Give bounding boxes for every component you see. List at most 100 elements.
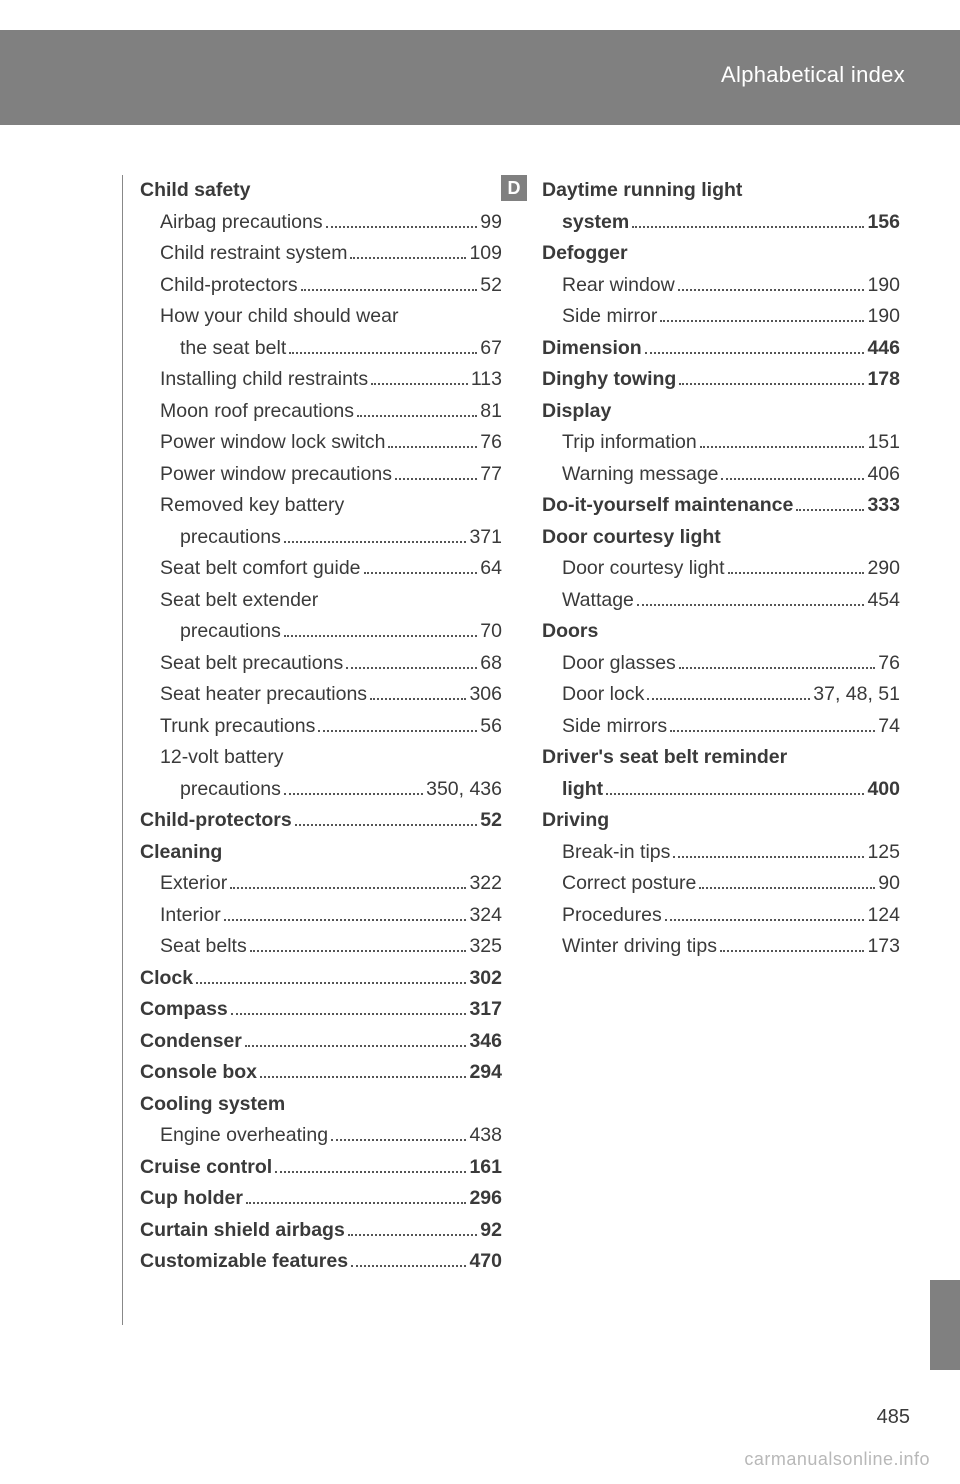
index-row: Do-it-yourself maintenance333 xyxy=(542,490,900,522)
index-label: Driving xyxy=(542,805,609,837)
index-label: Driver's seat belt reminder xyxy=(542,742,787,774)
index-row: 12-volt battery xyxy=(140,742,502,774)
leader-dots xyxy=(318,730,477,732)
index-page: 37, 48, 51 xyxy=(813,679,900,711)
index-label: Child safety xyxy=(140,175,251,207)
leader-dots xyxy=(371,383,468,385)
index-page: 290 xyxy=(867,553,900,585)
index-label: Curtain shield airbags xyxy=(140,1215,345,1247)
leader-dots xyxy=(357,415,477,417)
index-row: Seat belt precautions68 xyxy=(140,648,502,680)
index-label: Door courtesy light xyxy=(542,522,721,554)
leader-dots xyxy=(364,572,478,574)
index-columns: Child safetyAirbag precautions99Child re… xyxy=(124,175,914,1278)
index-page: 81 xyxy=(480,396,502,428)
leader-dots xyxy=(645,352,865,354)
index-page: 296 xyxy=(469,1183,502,1215)
index-row: the seat belt67 xyxy=(140,333,502,365)
leader-dots xyxy=(721,478,864,480)
column-rule xyxy=(122,175,123,1325)
index-label: Door glasses xyxy=(562,648,676,680)
left-column: Child safetyAirbag precautions99Child re… xyxy=(124,175,502,1278)
index-row: Seat belt extender xyxy=(140,585,502,617)
index-row: Seat belts325 xyxy=(140,931,502,963)
leader-dots xyxy=(660,320,864,322)
index-label: Dimension xyxy=(542,333,642,365)
index-row: Cruise control161 xyxy=(140,1152,502,1184)
leader-dots xyxy=(351,1265,466,1267)
index-label: Door courtesy light xyxy=(562,553,725,585)
leader-dots xyxy=(632,226,864,228)
index-label: Cooling system xyxy=(140,1089,285,1121)
index-label: Power window precautions xyxy=(160,459,392,491)
right-column: Daytime running lightsystem156DefoggerRe… xyxy=(502,175,900,1278)
index-label: Procedures xyxy=(562,900,662,932)
index-label: Defogger xyxy=(542,238,628,270)
index-row: Side mirror190 xyxy=(542,301,900,333)
index-page: 76 xyxy=(878,648,900,680)
index-label: Airbag precautions xyxy=(160,207,323,239)
index-label: Break-in tips xyxy=(562,837,670,869)
index-row: precautions371 xyxy=(140,522,502,554)
index-page: 470 xyxy=(469,1246,502,1278)
index-row: Child restraint system109 xyxy=(140,238,502,270)
index-label: Side mirror xyxy=(562,301,657,333)
index-row: Engine overheating 438 xyxy=(140,1120,502,1152)
index-row: Moon roof precautions 81 xyxy=(140,396,502,428)
index-row: Child-protectors52 xyxy=(140,805,502,837)
index-label: Doors xyxy=(542,616,598,648)
index-page: 346 xyxy=(469,1026,502,1058)
index-page: 190 xyxy=(867,270,900,302)
index-label: Child restraint system xyxy=(160,238,347,270)
index-page: 371 xyxy=(469,522,502,554)
leader-dots xyxy=(348,1234,477,1236)
index-row: precautions70 xyxy=(140,616,502,648)
index-page: 64 xyxy=(480,553,502,585)
leader-dots xyxy=(246,1202,467,1204)
index-page: 125 xyxy=(867,837,900,869)
leader-dots xyxy=(284,793,423,795)
leader-dots xyxy=(230,887,466,889)
index-row: precautions350, 436 xyxy=(140,774,502,806)
index-row: Exterior322 xyxy=(140,868,502,900)
leader-dots xyxy=(326,226,478,228)
index-row: Door courtesy light 290 xyxy=(542,553,900,585)
index-page: 52 xyxy=(480,270,502,302)
leader-dots xyxy=(284,541,467,543)
leader-dots xyxy=(679,383,864,385)
leader-dots xyxy=(699,887,875,889)
leader-dots xyxy=(295,824,478,826)
index-row: Seat heater precautions306 xyxy=(140,679,502,711)
index-page: 70 xyxy=(480,616,502,648)
index-label: precautions xyxy=(180,774,281,806)
leader-dots xyxy=(260,1076,466,1078)
index-page: 438 xyxy=(469,1120,502,1152)
index-row: Doors xyxy=(542,616,900,648)
index-label: Moon roof precautions xyxy=(160,396,354,428)
index-row: Break-in tips 125 xyxy=(542,837,900,869)
index-label: Winter driving tips xyxy=(562,931,717,963)
index-row: Child-protectors52 xyxy=(140,270,502,302)
index-label: the seat belt xyxy=(180,333,286,365)
index-row: Procedures124 xyxy=(542,900,900,932)
leader-dots xyxy=(673,856,864,858)
index-label: Display xyxy=(542,396,611,428)
index-row: Wattage454 xyxy=(542,585,900,617)
leader-dots xyxy=(370,698,466,700)
leader-dots xyxy=(289,352,477,354)
index-label: Engine overheating xyxy=(160,1120,328,1152)
index-row: Door courtesy light xyxy=(542,522,900,554)
index-row: Door glasses 76 xyxy=(542,648,900,680)
index-label: Child-protectors xyxy=(140,805,292,837)
leader-dots xyxy=(395,478,477,480)
index-label: Cruise control xyxy=(140,1152,272,1184)
index-row: Display xyxy=(542,396,900,428)
index-row: Curtain shield airbags92 xyxy=(140,1215,502,1247)
index-row: Correct posture90 xyxy=(542,868,900,900)
index-page: 322 xyxy=(469,868,502,900)
header-band: Alphabetical index xyxy=(0,30,960,125)
index-row: Cup holder296 xyxy=(140,1183,502,1215)
leader-dots xyxy=(728,572,865,574)
index-row: How your child should wear xyxy=(140,301,502,333)
leader-dots xyxy=(700,446,865,448)
